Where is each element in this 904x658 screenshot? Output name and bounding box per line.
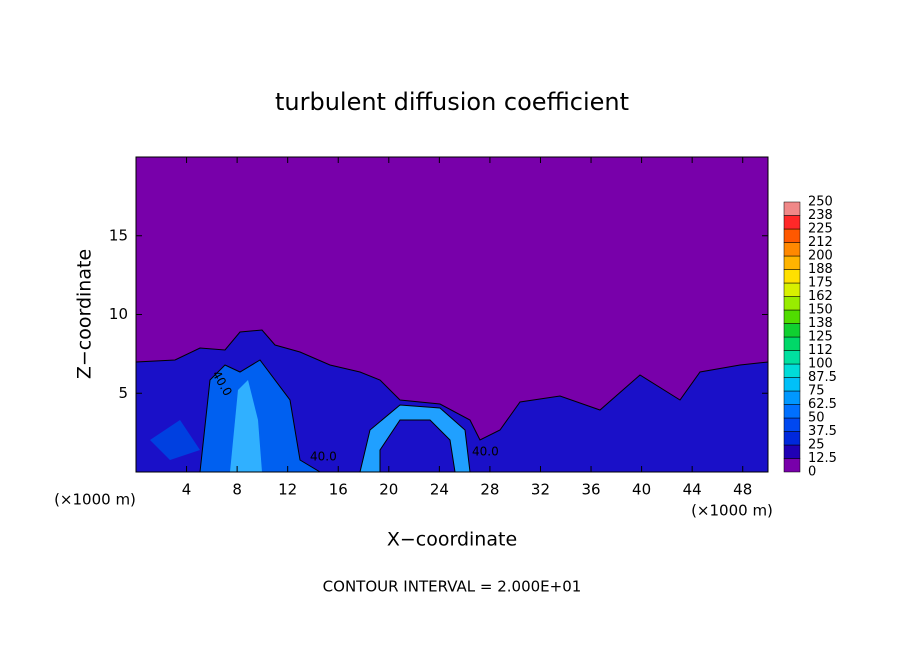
colorbar-box xyxy=(783,255,801,270)
x-axis-label: X−coordinate xyxy=(387,529,517,551)
x-tick-label: 32 xyxy=(531,481,550,499)
colorbar-box xyxy=(783,336,801,351)
x-tick-label: 40 xyxy=(632,481,651,499)
colorbar-label: 87.5 xyxy=(808,370,837,385)
colorbar-label: 212 xyxy=(808,235,833,250)
colorbar-box xyxy=(783,215,801,230)
colorbar-label: 50 xyxy=(808,411,825,426)
colorbar-label: 150 xyxy=(808,303,833,318)
colorbar-label: 250 xyxy=(808,195,833,210)
x-tick-label: 28 xyxy=(480,481,499,499)
colorbar-box xyxy=(783,363,801,378)
y-tick-label: 15 xyxy=(109,226,128,244)
colorbar-box xyxy=(783,350,801,365)
colorbar-label: 0 xyxy=(808,465,816,480)
colorbar-box xyxy=(783,431,801,446)
colorbar-label: 238 xyxy=(808,208,833,223)
contour-label: 40.0 xyxy=(472,445,499,459)
colorbar-label: 175 xyxy=(808,276,833,291)
x-tick-label: 16 xyxy=(329,481,348,499)
x-tick-label: 44 xyxy=(683,481,702,499)
y-tick-label: 5 xyxy=(118,384,128,402)
colorbar-box xyxy=(783,404,801,419)
x-tick-label: 48 xyxy=(733,481,752,499)
colorbar-box xyxy=(783,242,801,257)
x-tick-label: 8 xyxy=(232,481,242,499)
colorbar-box xyxy=(783,444,801,459)
colorbar-box xyxy=(783,377,801,392)
x-tick-label: 24 xyxy=(430,481,449,499)
colorbar-label: 75 xyxy=(808,384,825,399)
x-unit-label-right: (×1000 m) xyxy=(691,502,773,520)
x-unit-label: (×1000 m) xyxy=(54,491,136,509)
colorbar-box xyxy=(783,201,801,216)
y-axis-label: Z−coordinate xyxy=(74,249,96,379)
colorbar-label: 200 xyxy=(808,249,833,264)
field xyxy=(135,157,769,473)
colorbar-label: 37.5 xyxy=(808,424,837,439)
colorbar-label: 12.5 xyxy=(808,451,837,466)
colorbar-label: 112 xyxy=(808,343,833,358)
colorbar-box xyxy=(783,390,801,405)
colorbar-box xyxy=(783,282,801,297)
colorbar-box xyxy=(783,309,801,324)
colorbar-label: 225 xyxy=(808,222,833,237)
contour-label: 40.0 xyxy=(310,450,337,464)
colorbar-box xyxy=(783,296,801,311)
colorbar-label: 188 xyxy=(808,262,833,277)
x-tick-label: 20 xyxy=(379,481,398,499)
y-tick-label: 10 xyxy=(109,305,128,323)
colorbar-label: 62.5 xyxy=(808,397,837,412)
colorbar-box xyxy=(783,228,801,243)
x-tick-label: 36 xyxy=(581,481,600,499)
x-tick-label: 4 xyxy=(182,481,192,499)
x-tick-label: 12 xyxy=(278,481,297,499)
colorbar-box xyxy=(783,269,801,284)
colorbar-label: 100 xyxy=(808,357,833,372)
colorbar-label: 125 xyxy=(808,330,833,345)
footer: CONTOUR INTERVAL = 2.000E+01 xyxy=(323,578,582,596)
colorbar-box xyxy=(783,458,801,473)
colorbar-box xyxy=(783,417,801,432)
colorbar-label: 138 xyxy=(808,316,833,331)
chart-title: turbulent diffusion coefficient xyxy=(275,88,629,116)
colorbar-box xyxy=(783,323,801,338)
colorbar-label: 162 xyxy=(808,289,833,304)
colorbar-label: 25 xyxy=(808,438,825,453)
